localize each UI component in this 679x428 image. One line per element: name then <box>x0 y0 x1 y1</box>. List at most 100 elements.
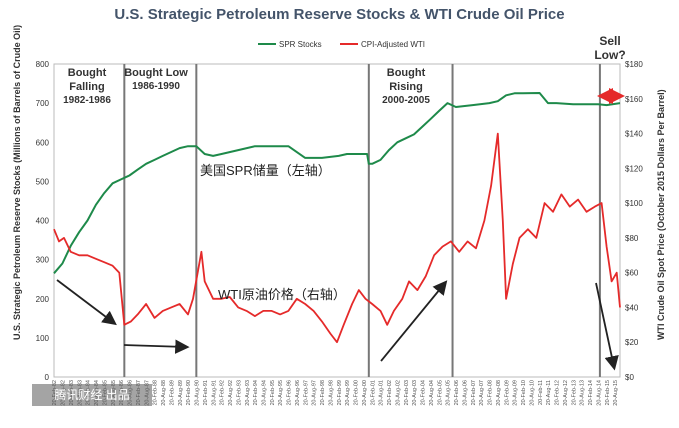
y-left-tick-label: 100 <box>36 334 50 343</box>
x-tick-label: 20-Aug-06 <box>462 380 468 406</box>
y-left-tick-label: 500 <box>36 177 50 186</box>
x-tick-label: 20-Feb-95 <box>270 380 276 405</box>
legend-wti-label: CPI-Adjusted WTI <box>361 40 425 49</box>
x-tick-label: 20-Feb-97 <box>303 380 309 405</box>
x-tick-label: 20-Feb-09 <box>504 380 510 405</box>
period-bought-falling-title: Bought Falling <box>67 67 107 93</box>
x-tick-label: 20-Aug-12 <box>563 380 569 406</box>
x-tick-label: 20-Aug-93 <box>245 380 251 406</box>
x-tick-label: 20-Aug-04 <box>429 380 435 406</box>
trend-arrows <box>56 88 625 371</box>
series-line-spr <box>53 92 621 274</box>
chart-title: U.S. Strategic Petroleum Reserve Stocks … <box>114 6 565 23</box>
x-tick-label: 20-Feb-06 <box>454 380 460 405</box>
x-tick-label: 20-Feb-08 <box>488 380 494 405</box>
x-tick-label: 20-Aug-10 <box>529 380 535 406</box>
y-right-tick-label: $120 <box>625 164 643 173</box>
x-tick-label: 20-Aug-92 <box>228 380 234 406</box>
x-tick-label: 20-Feb-13 <box>571 380 577 405</box>
x-tick-label: 20-Aug-95 <box>278 380 284 406</box>
x-tick-label: 20-Feb-14 <box>588 380 594 405</box>
x-tick-label: 20-Feb-92 <box>220 380 226 405</box>
x-tick-label: 20-Aug-11 <box>546 380 552 405</box>
x-tick-label: 20-Feb-00 <box>354 380 360 405</box>
x-tick-label: 20-Feb-89 <box>169 380 175 405</box>
x-tick-label: 20-Aug-03 <box>412 380 418 406</box>
period-bought-rising-years: 2000-2005 <box>382 95 430 106</box>
x-tick-label: 20-Aug-91 <box>211 380 217 406</box>
period-bought-falling-years: 1982-1986 <box>63 95 111 106</box>
x-tick-label: 20-Feb-99 <box>337 380 343 405</box>
series-line-wti <box>53 132 621 344</box>
legend-spr-label: SPR Stocks <box>279 40 322 49</box>
y-left-tick-label: 0 <box>45 373 50 382</box>
y-left-tick-label: 200 <box>36 295 50 304</box>
watermark: 腾讯财经 出品 <box>32 384 152 406</box>
y-left-tick-label: 300 <box>36 256 50 265</box>
x-tick-label: 20-Aug-09 <box>513 380 519 406</box>
arrow-low <box>123 339 190 354</box>
x-tick-label: 20-Aug-07 <box>479 380 485 406</box>
x-tick-label: 20-Feb-11 <box>538 380 544 405</box>
x-tick-label: 20-Aug-14 <box>596 380 602 406</box>
arrow-falling <box>56 279 117 326</box>
x-tick-label: 20-Feb-10 <box>521 380 527 405</box>
x-tick-label: 20-Aug-13 <box>580 380 586 406</box>
y-left-tick-label: 600 <box>36 138 50 147</box>
x-tick-label: 20-Feb-94 <box>253 380 259 405</box>
x-tick-label: 20-Feb-88 <box>153 380 159 405</box>
x-tick-label: 20-Aug-88 <box>161 380 167 406</box>
period-bought-low-years: 1986-1990 <box>132 81 180 92</box>
y-right-tick-label: $140 <box>625 130 643 139</box>
y-right-tick-label: $160 <box>625 95 643 104</box>
x-tick-label: 20-Aug-00 <box>362 380 368 406</box>
x-tick-label: 20-Aug-89 <box>178 380 184 406</box>
x-tick-label: 20-Feb-98 <box>320 380 326 405</box>
annotation-wti-cn: WTI原油价格（右轴） <box>218 287 346 302</box>
x-tick-label: 20-Feb-03 <box>404 380 410 405</box>
x-tick-label: 20-Feb-01 <box>370 380 376 405</box>
x-tick-label: 20-Aug-98 <box>328 380 334 406</box>
period-bought-low-title: Bought Low <box>124 67 188 79</box>
x-tick-label: 20-Feb-05 <box>437 380 443 405</box>
x-tick-label: 20-Aug-99 <box>345 380 351 406</box>
x-tick-label: 20-Aug-96 <box>295 380 301 406</box>
period-bought-low: Bought Low 1986-1990 <box>124 66 188 94</box>
x-tick-label: 20-Aug-05 <box>446 380 452 406</box>
x-tick-label: 20-Feb-04 <box>421 380 427 405</box>
x-tick-label: 20-Feb-02 <box>387 380 393 405</box>
y-right-tick-label: $20 <box>625 338 639 347</box>
period-bought-rising: Bought Rising 2000-2005 <box>376 66 436 108</box>
y-right-tick-label: $100 <box>625 199 643 208</box>
y-left-tick-label: 800 <box>36 60 50 69</box>
x-tick-label: 20-Aug-97 <box>312 380 318 406</box>
y-right-tick-label: $180 <box>625 60 643 69</box>
x-tick-label: 20-Feb-90 <box>186 380 192 405</box>
x-tick-label: 20-Aug-02 <box>395 380 401 406</box>
x-tick-label: 20-Aug-90 <box>195 380 201 406</box>
period-bought-rising-title: Bought Rising <box>386 67 426 93</box>
x-tick-label: 20-Feb-15 <box>605 380 611 405</box>
x-tick-label: 20-Aug-94 <box>261 380 267 406</box>
x-tick-label: 20-Feb-07 <box>471 380 477 405</box>
legend: SPR Stocks CPI-Adjusted WTI <box>258 40 425 49</box>
sell-low-label: Sell Low? <box>594 34 626 62</box>
arrow-rising <box>380 280 448 362</box>
y-right-tick-label: $60 <box>625 269 639 278</box>
y-left-tick-label: 700 <box>36 99 50 108</box>
y-right-tick-label: $0 <box>625 373 634 382</box>
x-tick-label: 20-Feb-91 <box>203 380 209 405</box>
x-tick-label: 20-Feb-93 <box>236 380 242 405</box>
x-tick-label: 20-Aug-15 <box>613 380 619 406</box>
x-tick-label: 20-Feb-12 <box>555 380 561 405</box>
x-tick-label: 20-Aug-08 <box>496 380 502 406</box>
plot-frame <box>53 63 621 378</box>
y-right-tick-label: $40 <box>625 303 639 312</box>
x-tick-label: 20-Aug-01 <box>379 380 385 406</box>
annotation-spr-cn: 美国SPR储量（左轴） <box>200 163 331 178</box>
y-right-tick-label: $80 <box>625 234 639 243</box>
arrow-sell <box>595 282 619 371</box>
x-tick-label: 20-Feb-96 <box>287 380 293 405</box>
period-bought-falling: Bought Falling 1982-1986 <box>58 66 116 108</box>
